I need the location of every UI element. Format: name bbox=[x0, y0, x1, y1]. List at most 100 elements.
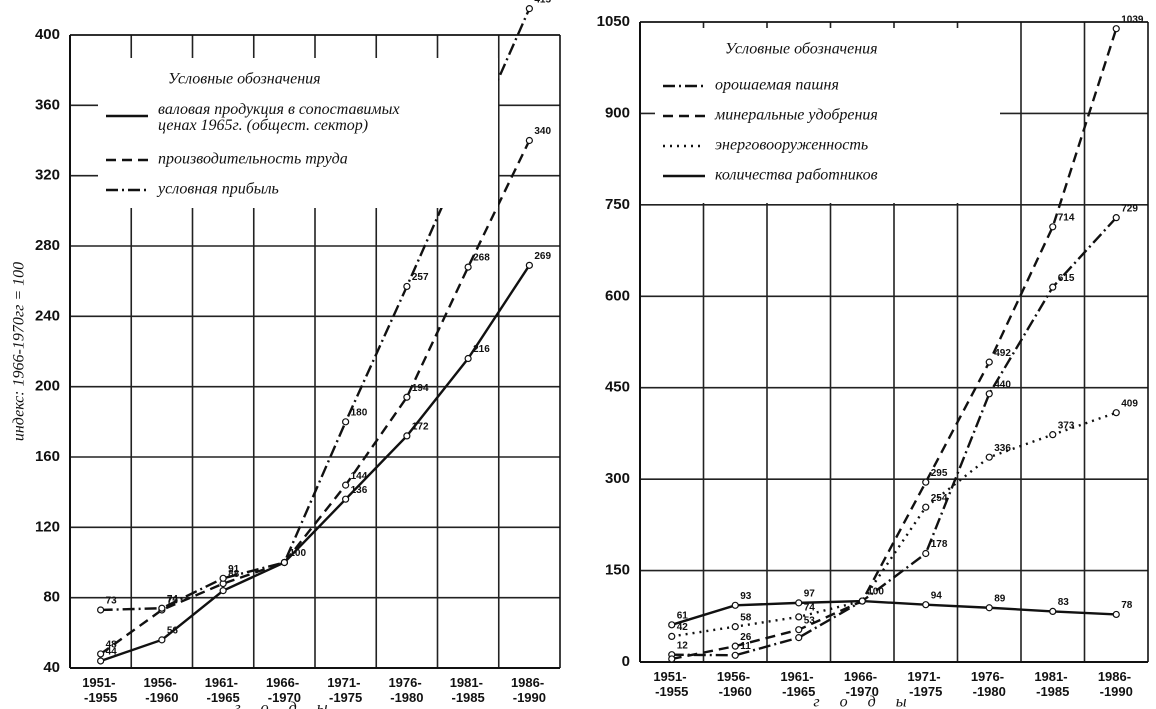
point bbox=[985, 453, 993, 461]
point bbox=[922, 601, 930, 609]
point bbox=[97, 606, 105, 614]
data-label: 440 bbox=[994, 379, 1011, 390]
x-axis-label: г о д ы bbox=[813, 694, 914, 709]
data-label: 42 bbox=[677, 622, 689, 633]
point bbox=[342, 418, 350, 426]
data-label: 74 bbox=[804, 603, 816, 614]
x-tick-label: 1976- -1980 bbox=[388, 675, 425, 705]
x-tick-label: 1956- -1960 bbox=[717, 669, 754, 699]
data-label: 492 bbox=[994, 348, 1011, 359]
point bbox=[731, 601, 739, 609]
data-label: 144 bbox=[351, 471, 368, 482]
data-label: 58 bbox=[740, 612, 752, 623]
data-label: 56 bbox=[167, 626, 179, 637]
data-label: 340 bbox=[534, 126, 551, 137]
y-tick-label: 600 bbox=[605, 287, 630, 304]
data-label: 12 bbox=[677, 640, 689, 651]
x-tick-label: 1956- -1960 bbox=[143, 675, 180, 705]
point bbox=[1112, 409, 1120, 417]
data-label: 11 bbox=[740, 641, 751, 652]
legend-label: количества работников bbox=[715, 167, 878, 184]
data-label: 180 bbox=[351, 407, 368, 418]
point bbox=[525, 261, 533, 269]
point bbox=[922, 503, 930, 511]
legend-box bbox=[655, 28, 1000, 203]
series-line bbox=[671, 599, 1117, 626]
point bbox=[731, 642, 739, 650]
y-tick-label: 0 bbox=[622, 653, 630, 670]
data-label: 74 bbox=[167, 594, 179, 605]
data-label: 729 bbox=[1121, 203, 1138, 214]
point bbox=[795, 626, 803, 634]
data-label: 26 bbox=[740, 632, 752, 643]
y-tick-label: 900 bbox=[605, 104, 630, 121]
point bbox=[403, 393, 411, 401]
y-tick-label: 360 bbox=[35, 96, 60, 113]
point bbox=[985, 390, 993, 398]
data-label: 1039 bbox=[1121, 14, 1144, 25]
point bbox=[985, 358, 993, 366]
x-tick-label: 1971- -1975 bbox=[907, 669, 944, 699]
x-tick-label: 1961- -1965 bbox=[780, 669, 817, 699]
legend-label: производительность труда bbox=[158, 151, 348, 168]
x-axis-label: г о д ы bbox=[234, 700, 335, 709]
x-tick-label: 1986- -1990 bbox=[511, 675, 548, 705]
point bbox=[97, 650, 105, 658]
point bbox=[525, 136, 533, 145]
y-tick-label: 450 bbox=[605, 379, 630, 396]
point bbox=[1112, 25, 1120, 33]
data-label: 257 bbox=[412, 272, 429, 283]
data-label: 93 bbox=[740, 591, 752, 602]
point bbox=[1049, 283, 1057, 291]
x-tick-label: 1981- -1985 bbox=[450, 675, 487, 705]
point bbox=[280, 558, 288, 567]
data-label: 61 bbox=[677, 610, 689, 621]
y-tick-label: 200 bbox=[35, 378, 60, 395]
data-label: 73 bbox=[167, 596, 179, 607]
data-label: 254 bbox=[931, 493, 948, 504]
point bbox=[525, 5, 533, 13]
point bbox=[464, 354, 472, 363]
data-label: 83 bbox=[1058, 597, 1070, 608]
point bbox=[1049, 223, 1057, 231]
y-tick-label: 240 bbox=[35, 307, 60, 324]
data-label: 216 bbox=[473, 344, 490, 355]
x-tick-label: 1966- -1970 bbox=[844, 669, 881, 699]
point bbox=[219, 587, 227, 595]
x-tick-label: 1986- -1990 bbox=[1098, 669, 1135, 699]
data-label: 269 bbox=[534, 251, 551, 262]
y-tick-label: 400 bbox=[35, 26, 60, 43]
point bbox=[1112, 214, 1120, 222]
x-tick-label: 1981- -1985 bbox=[1034, 669, 1071, 699]
point bbox=[342, 495, 350, 503]
point bbox=[158, 636, 166, 644]
point bbox=[403, 282, 411, 291]
legend-label: энерговооруженность bbox=[715, 137, 868, 154]
point bbox=[668, 621, 676, 629]
x-tick-label: 1971- -1975 bbox=[327, 675, 364, 705]
data-label: 136 bbox=[351, 485, 368, 496]
point bbox=[731, 623, 739, 631]
data-label: 100 bbox=[289, 548, 306, 559]
y-tick-label: 80 bbox=[43, 589, 60, 606]
y-tick-label: 280 bbox=[35, 237, 60, 254]
x-tick-label: 1951- -1955 bbox=[82, 675, 119, 705]
legend-title: Условные обозначения bbox=[725, 41, 878, 58]
data-label: 714 bbox=[1058, 212, 1075, 223]
point bbox=[464, 263, 472, 271]
data-label: 172 bbox=[412, 422, 429, 433]
point bbox=[858, 597, 866, 605]
y-tick-label: 320 bbox=[35, 167, 60, 184]
data-label: 91 bbox=[228, 564, 240, 575]
point bbox=[158, 604, 166, 612]
data-label: 373 bbox=[1058, 420, 1075, 431]
x-tick-label: 1976- -1980 bbox=[971, 669, 1008, 699]
x-tick-label: 1961- -1965 bbox=[205, 675, 242, 705]
series-line bbox=[671, 216, 1118, 657]
legend-label: условная прибыль bbox=[156, 181, 279, 198]
data-label: 295 bbox=[931, 468, 948, 479]
point bbox=[922, 549, 930, 558]
data-label: 89 bbox=[994, 593, 1006, 604]
point bbox=[1049, 431, 1057, 439]
